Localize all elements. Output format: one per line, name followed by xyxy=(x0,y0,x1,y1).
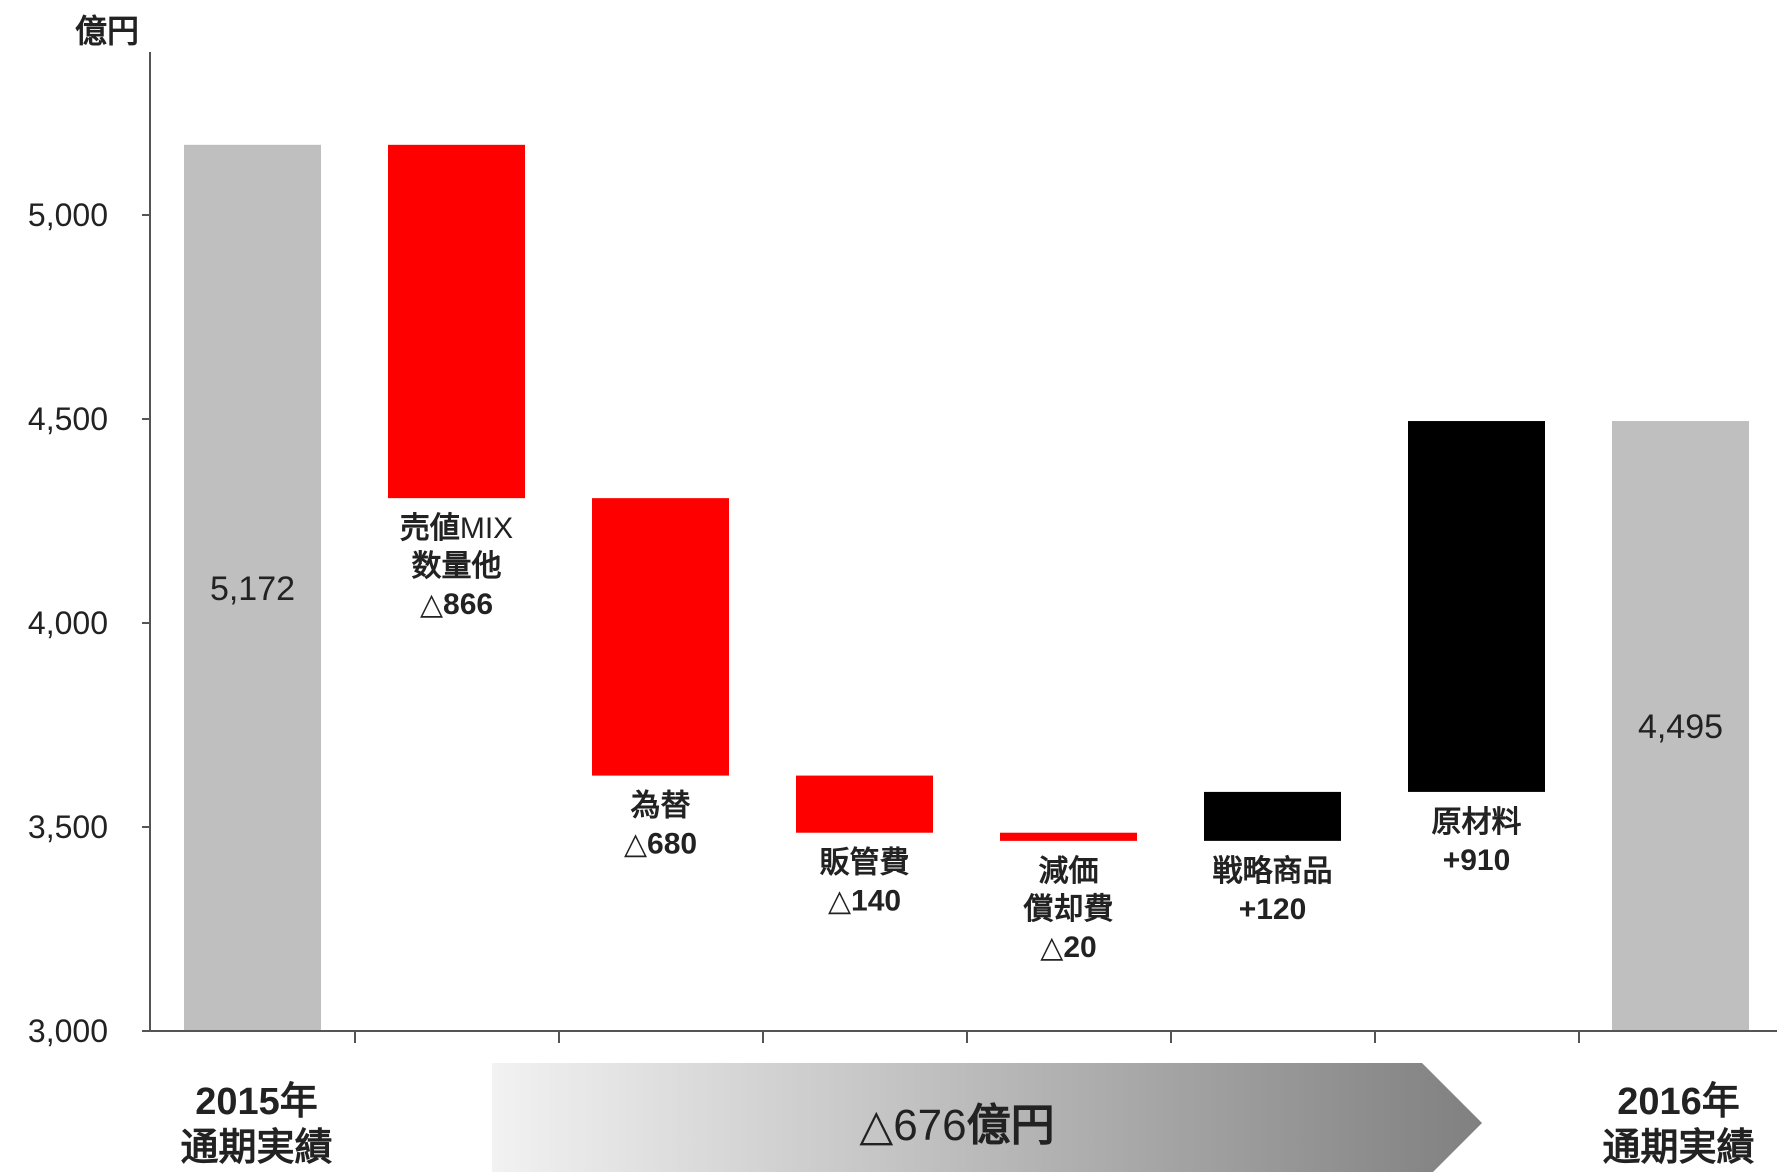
bar-category-label: 販管費 xyxy=(820,847,910,880)
y-tick-label: 3,000 xyxy=(28,1013,108,1049)
bar-total xyxy=(1612,421,1749,1031)
bar-category-label: 原材料 xyxy=(1432,806,1522,839)
bar-category-label: △680 xyxy=(624,828,697,861)
y-axis-unit-label: 億円 xyxy=(75,13,139,49)
bar-increase xyxy=(1204,791,1341,841)
y-tick-label: 4,500 xyxy=(28,401,108,437)
bar-decrease xyxy=(388,144,525,499)
y-tick-label: 5,000 xyxy=(28,197,108,233)
period-start-label: 通期実績 xyxy=(180,1127,332,1169)
bars xyxy=(184,144,1749,1032)
period-end-label: 2016年 xyxy=(1617,1081,1740,1123)
bar-category-label: 減価 xyxy=(1039,855,1099,888)
bar-category-label: 数量他 xyxy=(412,550,502,583)
change-arrow xyxy=(492,1063,1482,1172)
period-end-label: 通期実績 xyxy=(1602,1127,1754,1169)
y-tick-label: 3,500 xyxy=(28,809,108,845)
bar-total xyxy=(184,144,321,1032)
bar-decrease xyxy=(796,775,933,833)
bar-category-label: +120 xyxy=(1239,893,1307,926)
y-tick-label: 4,000 xyxy=(28,605,108,641)
bar-category-label: 償却費 xyxy=(1023,893,1114,926)
bar-category-label: △20 xyxy=(1040,931,1096,964)
bar-increase xyxy=(1408,421,1545,792)
bar-category-label: △866 xyxy=(420,588,493,621)
bar-category-label: △140 xyxy=(828,885,901,918)
axes: 億円 3,000 3,500 4,000 4,500 5,000 xyxy=(28,13,1777,1049)
bar-category-label: 為替 xyxy=(631,790,691,823)
bar-decrease xyxy=(592,498,729,776)
bar-value-label: 5,172 xyxy=(210,570,295,608)
bar-category-label: 戦略商品 xyxy=(1213,855,1333,888)
total-change-label: △676億円 xyxy=(859,1101,1054,1150)
bar-decrease xyxy=(1000,832,1137,841)
bar-value-label: 4,495 xyxy=(1638,708,1723,746)
bar-category-label: +910 xyxy=(1443,844,1511,877)
bar-category-label: 売値MIX xyxy=(400,512,513,545)
period-start-label: 2015年 xyxy=(195,1081,318,1123)
